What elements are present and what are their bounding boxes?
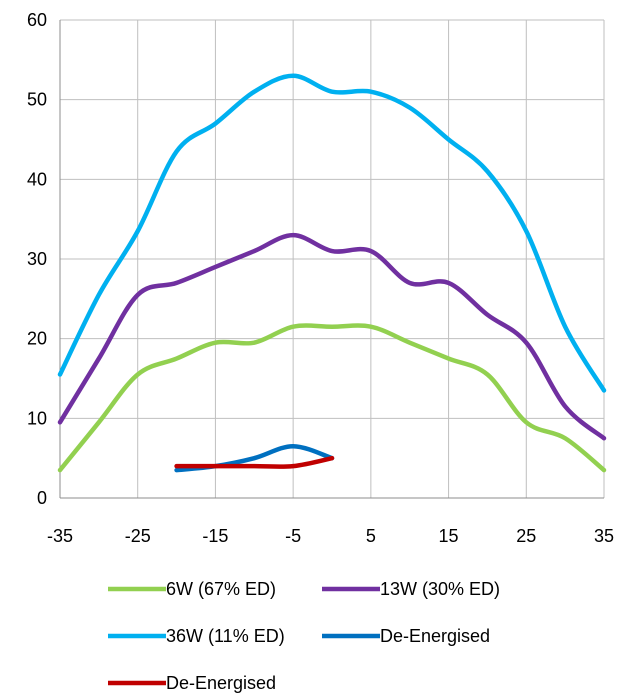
y-tick-label: 50 (27, 90, 47, 110)
x-tick-label: -5 (285, 526, 301, 546)
series-line-5 (174, 455, 335, 469)
y-tick-label: 40 (27, 169, 47, 189)
legend-label: 13W (30% ED) (380, 579, 500, 599)
y-tick-label: 10 (27, 408, 47, 428)
y-tick-label: 20 (27, 329, 47, 349)
x-tick-label: 5 (366, 526, 376, 546)
x-tick-labels: -35 -25 -15 -5 5 15 25 35 (47, 526, 614, 546)
x-tick-label: -35 (47, 526, 73, 546)
legend-label: De-Energised (166, 673, 276, 693)
y-tick-label: 0 (37, 488, 47, 508)
x-tick-label: 15 (439, 526, 459, 546)
legend-label: 36W (11% ED) (166, 626, 285, 646)
y-tick-labels: 0 10 20 30 40 50 60 (27, 10, 47, 508)
legend: 6W (67% ED) 13W (30% ED) 36W (11% ED) De-En… (108, 579, 500, 693)
x-tick-label: 35 (594, 526, 614, 546)
y-tick-label: 60 (27, 10, 47, 30)
x-tick-label: 25 (516, 526, 536, 546)
y-tick-label: 30 (27, 249, 47, 269)
series-lines (57, 73, 607, 473)
grid-lines (59, 19, 605, 499)
x-tick-label: -15 (202, 526, 228, 546)
series-line-2 (57, 232, 607, 441)
legend-label: De-Energised (380, 626, 490, 646)
x-tick-label: -25 (125, 526, 151, 546)
series-line-1 (57, 323, 607, 473)
legend-label: 6W (67% ED) (166, 579, 276, 599)
series-line-3 (57, 73, 607, 393)
